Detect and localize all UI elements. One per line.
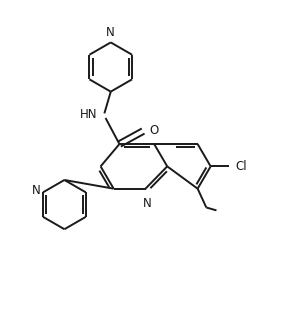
Text: HN: HN xyxy=(80,108,98,121)
Text: N: N xyxy=(32,184,41,197)
Text: N: N xyxy=(143,197,151,210)
Text: O: O xyxy=(149,124,158,137)
Text: Cl: Cl xyxy=(235,160,247,173)
Text: N: N xyxy=(107,26,115,39)
